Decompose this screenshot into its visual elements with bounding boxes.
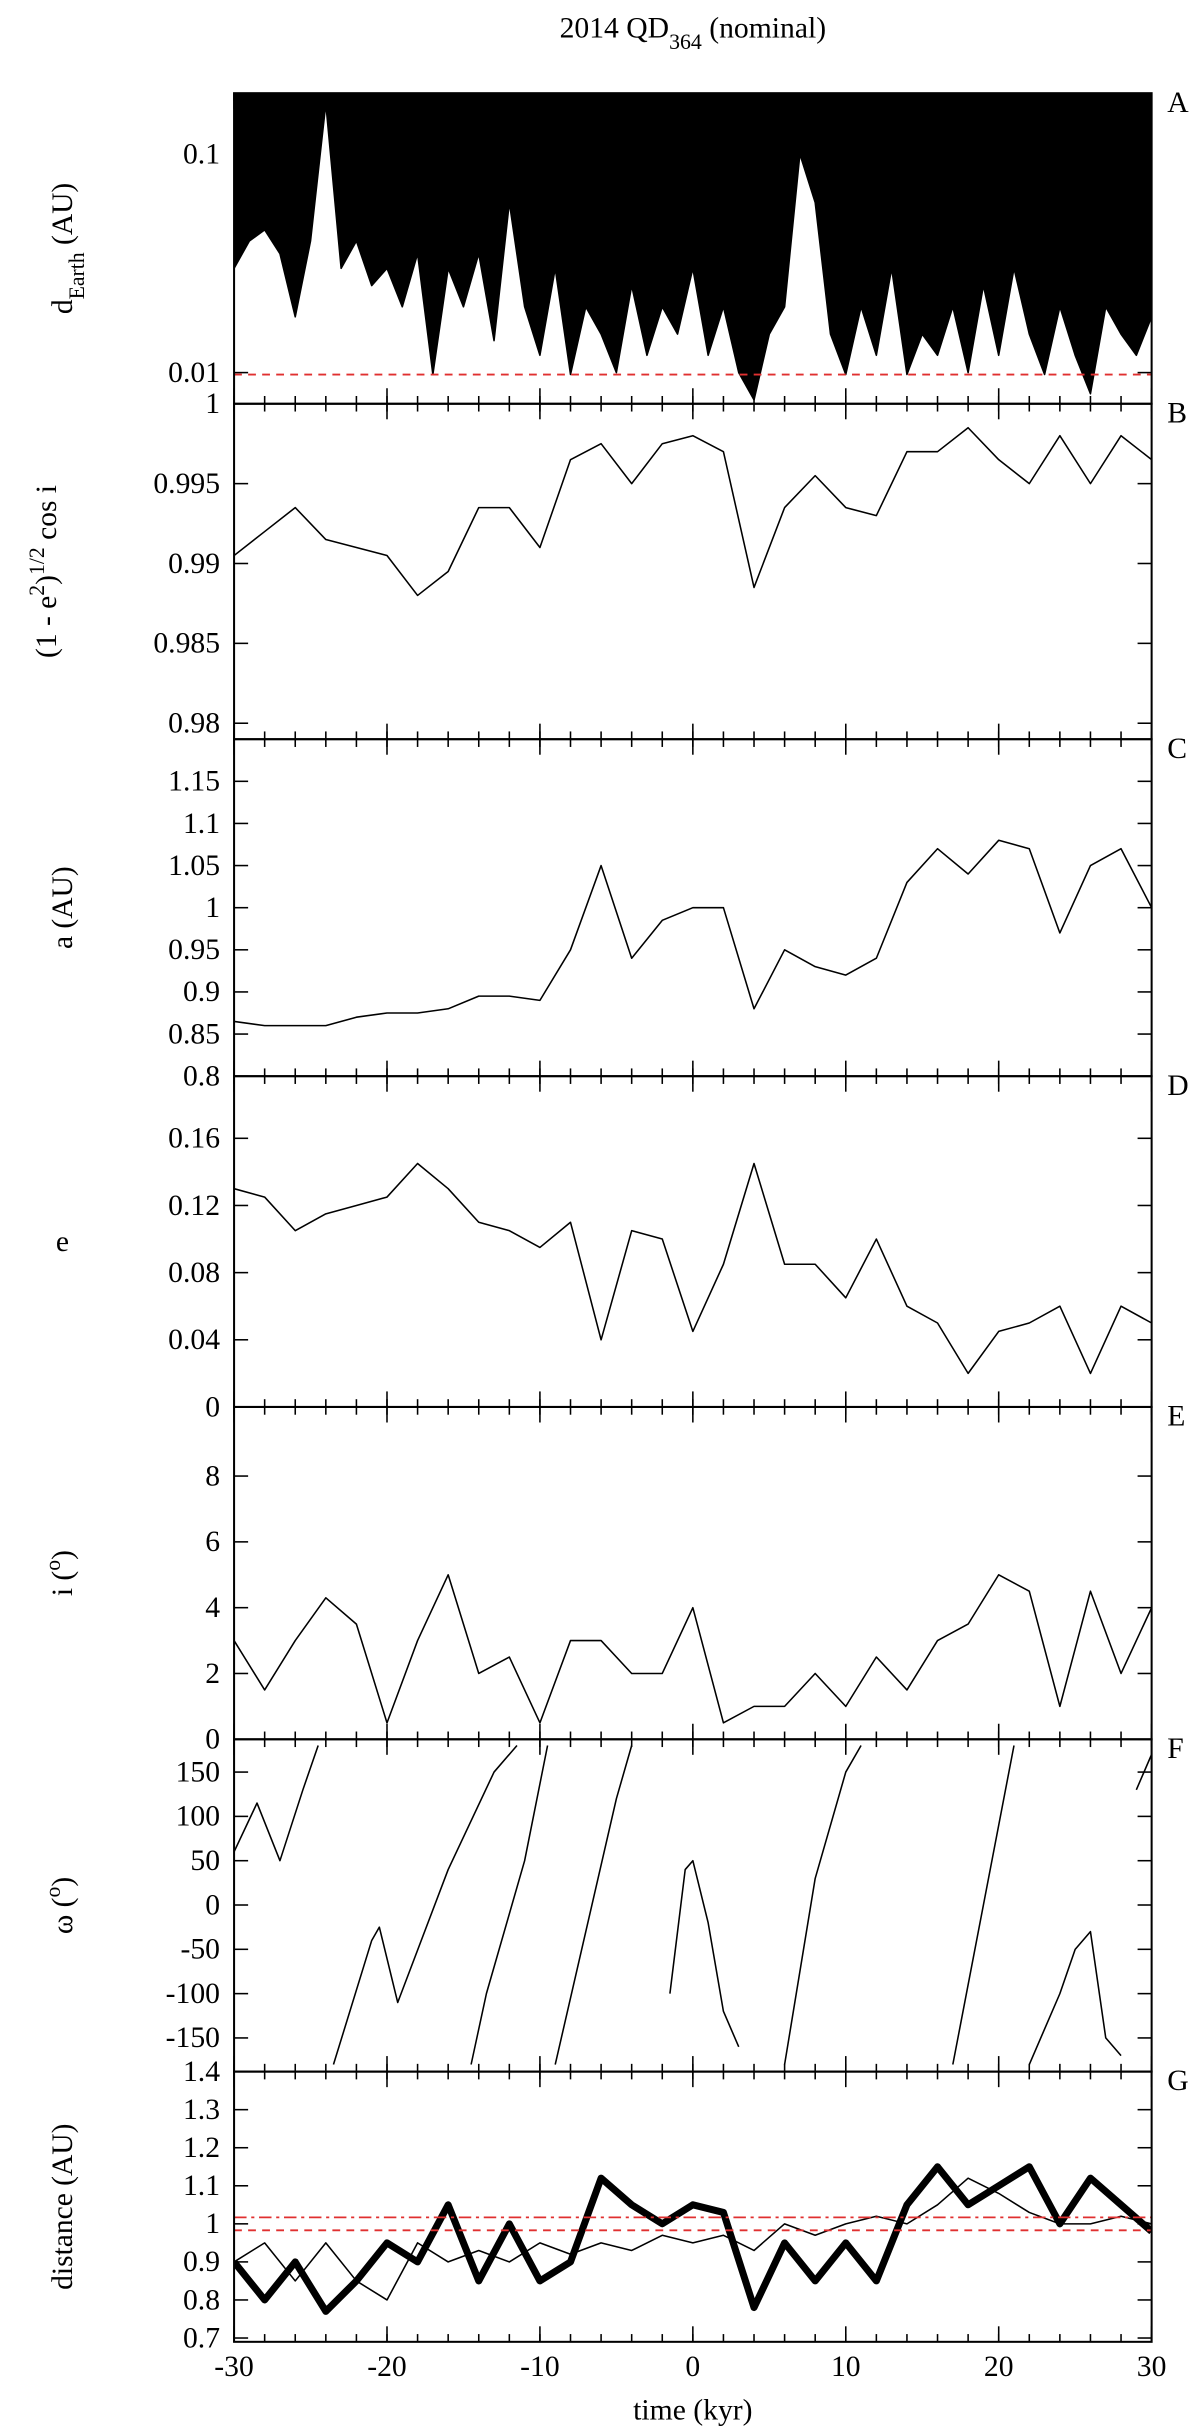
y-tick-label: 0 [205, 1391, 220, 1423]
y-axis-label-part: 2 [25, 585, 49, 596]
area-fill [234, 93, 1152, 400]
y-axis-label: distance (AU) [47, 2124, 79, 2290]
y-axis-label-part: e [56, 1226, 69, 1258]
y-axis-label-part: ) [47, 1877, 79, 1887]
plot-frame [233, 402, 1153, 741]
y-tick-label: 2 [205, 1658, 220, 1690]
y-tick-label: 0.95 [168, 934, 220, 966]
x-tick-label: 30 [1137, 2351, 1167, 2383]
chart-title-part: 2014 QD [560, 12, 669, 44]
y-tick-label: 0 [205, 1889, 220, 1921]
series-line [234, 1573, 1152, 1724]
panel-label: C [1167, 733, 1187, 765]
y-axis-label: i (o) [41, 1550, 79, 1596]
x-tick-label: -30 [214, 2351, 254, 2383]
y-tick-label: 0.9 [183, 976, 220, 1008]
series-line [234, 839, 1152, 1027]
y-tick-label: 150 [176, 1756, 220, 1788]
y-tick-label: 0.16 [168, 1123, 220, 1155]
y-axis-label-part: o [41, 1887, 65, 1898]
panel-label: B [1167, 397, 1187, 429]
y-tick-label: -100 [166, 1978, 220, 2010]
y-tick-label: 0.04 [168, 1324, 220, 1356]
y-tick-label: 1.1 [183, 2170, 220, 2202]
plot-frame [233, 1738, 1153, 2073]
y-tick-label: 1.2 [183, 2132, 220, 2164]
plot-frame [233, 1075, 1153, 1408]
y-axis-label-part: o [41, 1560, 65, 1571]
x-tick-label: -10 [520, 2351, 560, 2383]
y-axis-label-part: i ( [47, 1571, 79, 1596]
chart-title-part: 364 [669, 30, 702, 54]
chart-title-part: (nominal) [702, 12, 826, 44]
y-tick-label: 1 [205, 2208, 220, 2240]
y-axis-label-part: (AU) [47, 183, 79, 253]
y-tick-label: 0.01 [168, 357, 220, 389]
y-tick-label: 50 [190, 1845, 220, 1877]
y-axis-label: (1 - e2)1/2 cos i [25, 485, 63, 658]
y-axis-label-part: ω ( [47, 1897, 79, 1934]
y-tick-label: 0.1 [183, 138, 220, 170]
series-line [234, 102, 1152, 401]
y-axis-label-part: distance (AU) [47, 2124, 79, 2290]
y-tick-label: 0 [205, 1724, 220, 1756]
series-line [234, 2177, 1152, 2301]
panel-label: A [1167, 87, 1189, 119]
y-tick-label: 100 [176, 1801, 220, 1833]
y-axis-label-part: 1/2 [25, 547, 49, 575]
y-tick-label: 0.7 [183, 2322, 220, 2354]
y-axis-label-part: ) [31, 575, 63, 585]
y-tick-label: 0.99 [168, 548, 220, 580]
x-tick-label: -20 [367, 2351, 407, 2383]
y-tick-label: 0.9 [183, 2246, 220, 2278]
y-tick-label: 1.3 [183, 2094, 220, 2126]
series-line [234, 2163, 1152, 2315]
y-tick-label: 1 [205, 388, 220, 420]
y-axis-label: dEarth (AU) [47, 183, 89, 314]
panel-label: E [1167, 1401, 1185, 1433]
panel-label: G [1167, 2065, 1188, 2097]
y-tick-label: 0.85 [168, 1018, 220, 1050]
y-tick-label: 0.8 [183, 1061, 220, 1093]
series-line [234, 1744, 1152, 2065]
series-line [234, 1162, 1152, 1375]
y-axis-label-part: a (AU) [47, 866, 79, 949]
y-axis-label: e [56, 1226, 69, 1258]
y-tick-label: 0.985 [153, 628, 220, 660]
y-axis-label-part: (1 - e [31, 596, 63, 658]
y-axis-label: a (AU) [47, 866, 79, 949]
y-tick-label: 8 [205, 1460, 220, 1492]
x-axis-label: time (kyr) [633, 2395, 752, 2427]
y-tick-label: 1.1 [183, 808, 220, 840]
y-tick-label: 0.8 [183, 2284, 220, 2316]
y-tick-label: 0.08 [168, 1257, 220, 1289]
y-axis-label-part: ) [47, 1550, 79, 1560]
y-axis-label-part: d [47, 299, 79, 314]
y-tick-label: 0.98 [168, 708, 220, 740]
y-tick-label: 0.12 [168, 1190, 220, 1222]
panel-label: D [1167, 1070, 1188, 1102]
x-tick-label: 20 [984, 2351, 1014, 2383]
y-tick-label: 1.4 [183, 2056, 220, 2088]
y-tick-label: 6 [205, 1526, 220, 1558]
y-tick-label: 1.05 [168, 850, 220, 882]
series-line [234, 426, 1152, 597]
y-axis-label-part: Earth [65, 252, 89, 299]
y-axis-label: ω (o) [41, 1877, 79, 1934]
x-tick-label: 0 [685, 2351, 700, 2383]
plot-frame [233, 1405, 1153, 1741]
y-tick-label: 1.15 [168, 766, 220, 798]
y-tick-label: 4 [205, 1592, 220, 1624]
y-axis-label-part: cos i [31, 485, 63, 547]
y-tick-label: -50 [181, 1934, 221, 1966]
chart-title: 2014 QD364 (nominal) [560, 12, 827, 54]
y-tick-label: 0.995 [153, 468, 220, 500]
y-tick-label: 1 [205, 892, 220, 924]
y-tick-label: -150 [166, 2022, 220, 2054]
x-tick-label: 10 [831, 2351, 861, 2383]
panel-label: F [1167, 1733, 1183, 1765]
